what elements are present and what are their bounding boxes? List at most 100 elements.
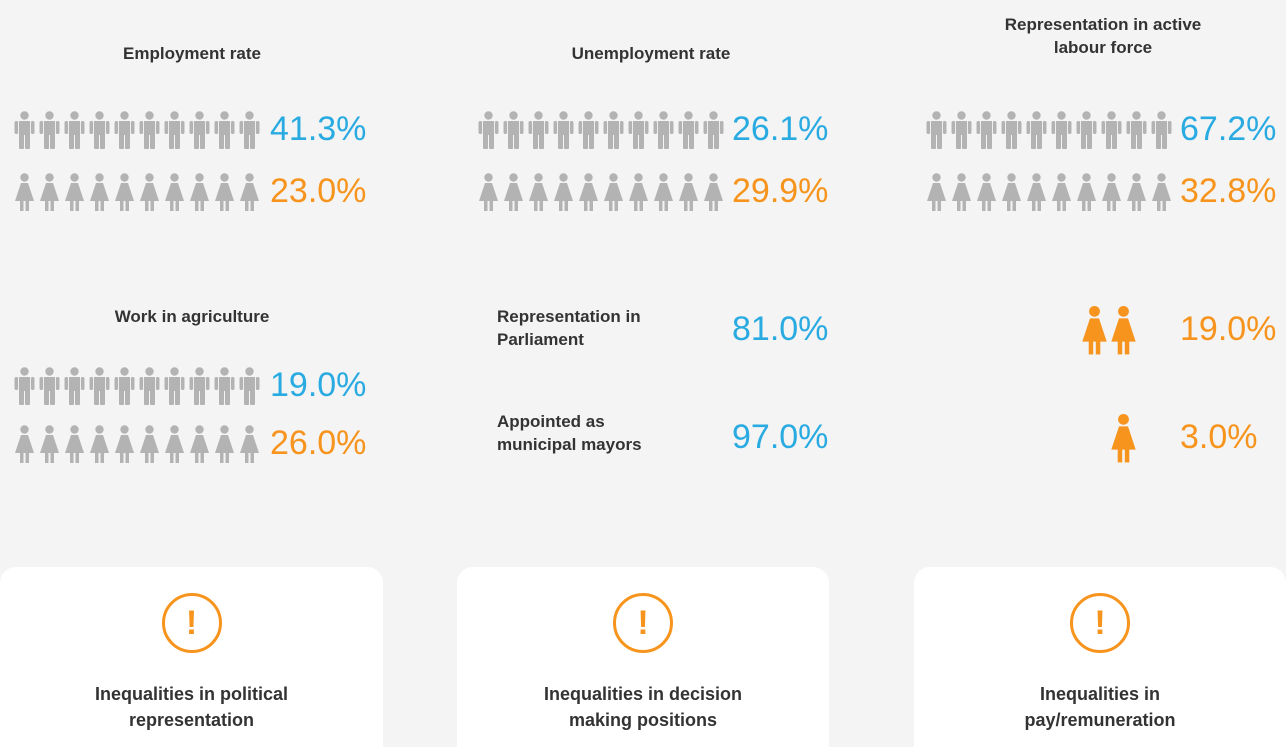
icon-base xyxy=(240,425,259,463)
value-label: 26.1% xyxy=(732,110,829,148)
icon-row xyxy=(15,173,259,211)
icon-base xyxy=(977,173,996,211)
icon-row-men xyxy=(849,413,1129,463)
icon-base xyxy=(529,173,548,211)
icon-base xyxy=(628,111,649,149)
icon-base xyxy=(89,111,110,149)
icon-base xyxy=(189,367,210,405)
icon-base xyxy=(654,173,673,211)
icon-fill xyxy=(907,305,934,355)
icon-base xyxy=(140,425,159,463)
icon-fill xyxy=(1023,305,1050,355)
icon-row xyxy=(478,111,724,149)
icon-base xyxy=(214,367,235,405)
icon-base xyxy=(503,111,524,149)
icon-base xyxy=(1111,305,1136,355)
icon-base xyxy=(240,173,259,211)
icon-fill xyxy=(849,413,876,463)
chart-title: Appointed as municipal mayors xyxy=(497,412,642,454)
card-title: Inequalities in decision making position… xyxy=(543,684,743,730)
icon-row xyxy=(14,111,260,149)
icon-fill xyxy=(907,413,934,463)
icon-base xyxy=(604,173,623,211)
icon-base xyxy=(1152,173,1171,211)
icon-row-women xyxy=(1111,413,1136,463)
icon-base xyxy=(65,425,84,463)
icon-fill xyxy=(849,305,876,355)
icon-base xyxy=(39,367,60,405)
icon-base xyxy=(1027,173,1046,211)
icon-base xyxy=(603,111,624,149)
icon-fill xyxy=(878,413,905,463)
icon-base xyxy=(239,367,260,405)
icon-fill xyxy=(936,413,963,463)
icon-base xyxy=(1101,111,1122,149)
icon-base xyxy=(40,173,59,211)
icon-base xyxy=(976,111,997,149)
icon-base xyxy=(554,173,573,211)
value-label: 19.0% xyxy=(270,366,367,404)
icon-row xyxy=(15,425,259,463)
icon-base xyxy=(39,111,60,149)
icon-base xyxy=(139,367,160,405)
icon-base xyxy=(1051,111,1072,149)
icon-base xyxy=(89,367,110,405)
icon-base xyxy=(139,111,160,149)
icon-base xyxy=(14,111,35,149)
warning-icon: ! xyxy=(1070,593,1130,653)
icon-base xyxy=(64,111,85,149)
chart-title: Representation in Parliament xyxy=(497,307,641,349)
icon-fill xyxy=(1023,413,1050,463)
icon-base xyxy=(215,173,234,211)
icon-base xyxy=(90,173,109,211)
icon-base xyxy=(1151,111,1172,149)
chart-title: Unemployment rate xyxy=(571,44,731,63)
icon-base xyxy=(528,111,549,149)
card: ! Inequalities in political representatio… xyxy=(0,567,383,747)
value-label: 26.0% xyxy=(270,424,367,462)
icon-base xyxy=(15,425,34,463)
icon-base xyxy=(165,173,184,211)
icon-base xyxy=(90,425,109,463)
icon-base xyxy=(703,111,724,149)
value-label: 23.0% xyxy=(270,172,367,210)
icon-base xyxy=(553,111,574,149)
icon-base xyxy=(164,367,185,405)
icon-base xyxy=(189,111,210,149)
card: ! Inequalities in pay/remuneration xyxy=(914,567,1286,747)
warning-icon: ! xyxy=(613,593,673,653)
icon-fill xyxy=(1052,413,1079,463)
icon-base xyxy=(579,173,598,211)
card-title: Inequalities in pay/remuneration xyxy=(1024,684,1176,730)
icon-row-women xyxy=(1082,305,1136,355)
icon-base xyxy=(504,173,523,211)
icon-row xyxy=(479,173,723,211)
icon-base xyxy=(1111,413,1136,463)
icon-base xyxy=(190,425,209,463)
icon-base xyxy=(164,111,185,149)
card: ! Inequalities in decision making positio… xyxy=(457,567,829,747)
icon-base xyxy=(578,111,599,149)
icon-base xyxy=(479,173,498,211)
icon-base xyxy=(1001,111,1022,149)
value-label: 3.0% xyxy=(1180,418,1258,456)
chart-title: Work in agriculture xyxy=(114,307,270,326)
icon-base xyxy=(165,425,184,463)
icon-base xyxy=(215,425,234,463)
chart-title: Representation in active labour force xyxy=(1004,15,1202,57)
icon-base xyxy=(15,173,34,211)
icon-fill xyxy=(994,413,1021,463)
icon-base xyxy=(653,111,674,149)
value-label: 97.0% xyxy=(732,418,829,456)
icon-base xyxy=(239,111,260,149)
icon-fill xyxy=(1052,305,1079,355)
icon-base xyxy=(115,173,134,211)
icon-base xyxy=(1052,173,1071,211)
icon-fill xyxy=(936,305,963,355)
card-title: Inequalities in political representation xyxy=(94,684,289,730)
value-label: 32.8% xyxy=(1180,172,1277,210)
value-label: 41.3% xyxy=(270,110,367,148)
icon-fill xyxy=(878,305,905,355)
icon-base xyxy=(704,173,723,211)
icon-base xyxy=(478,111,499,149)
